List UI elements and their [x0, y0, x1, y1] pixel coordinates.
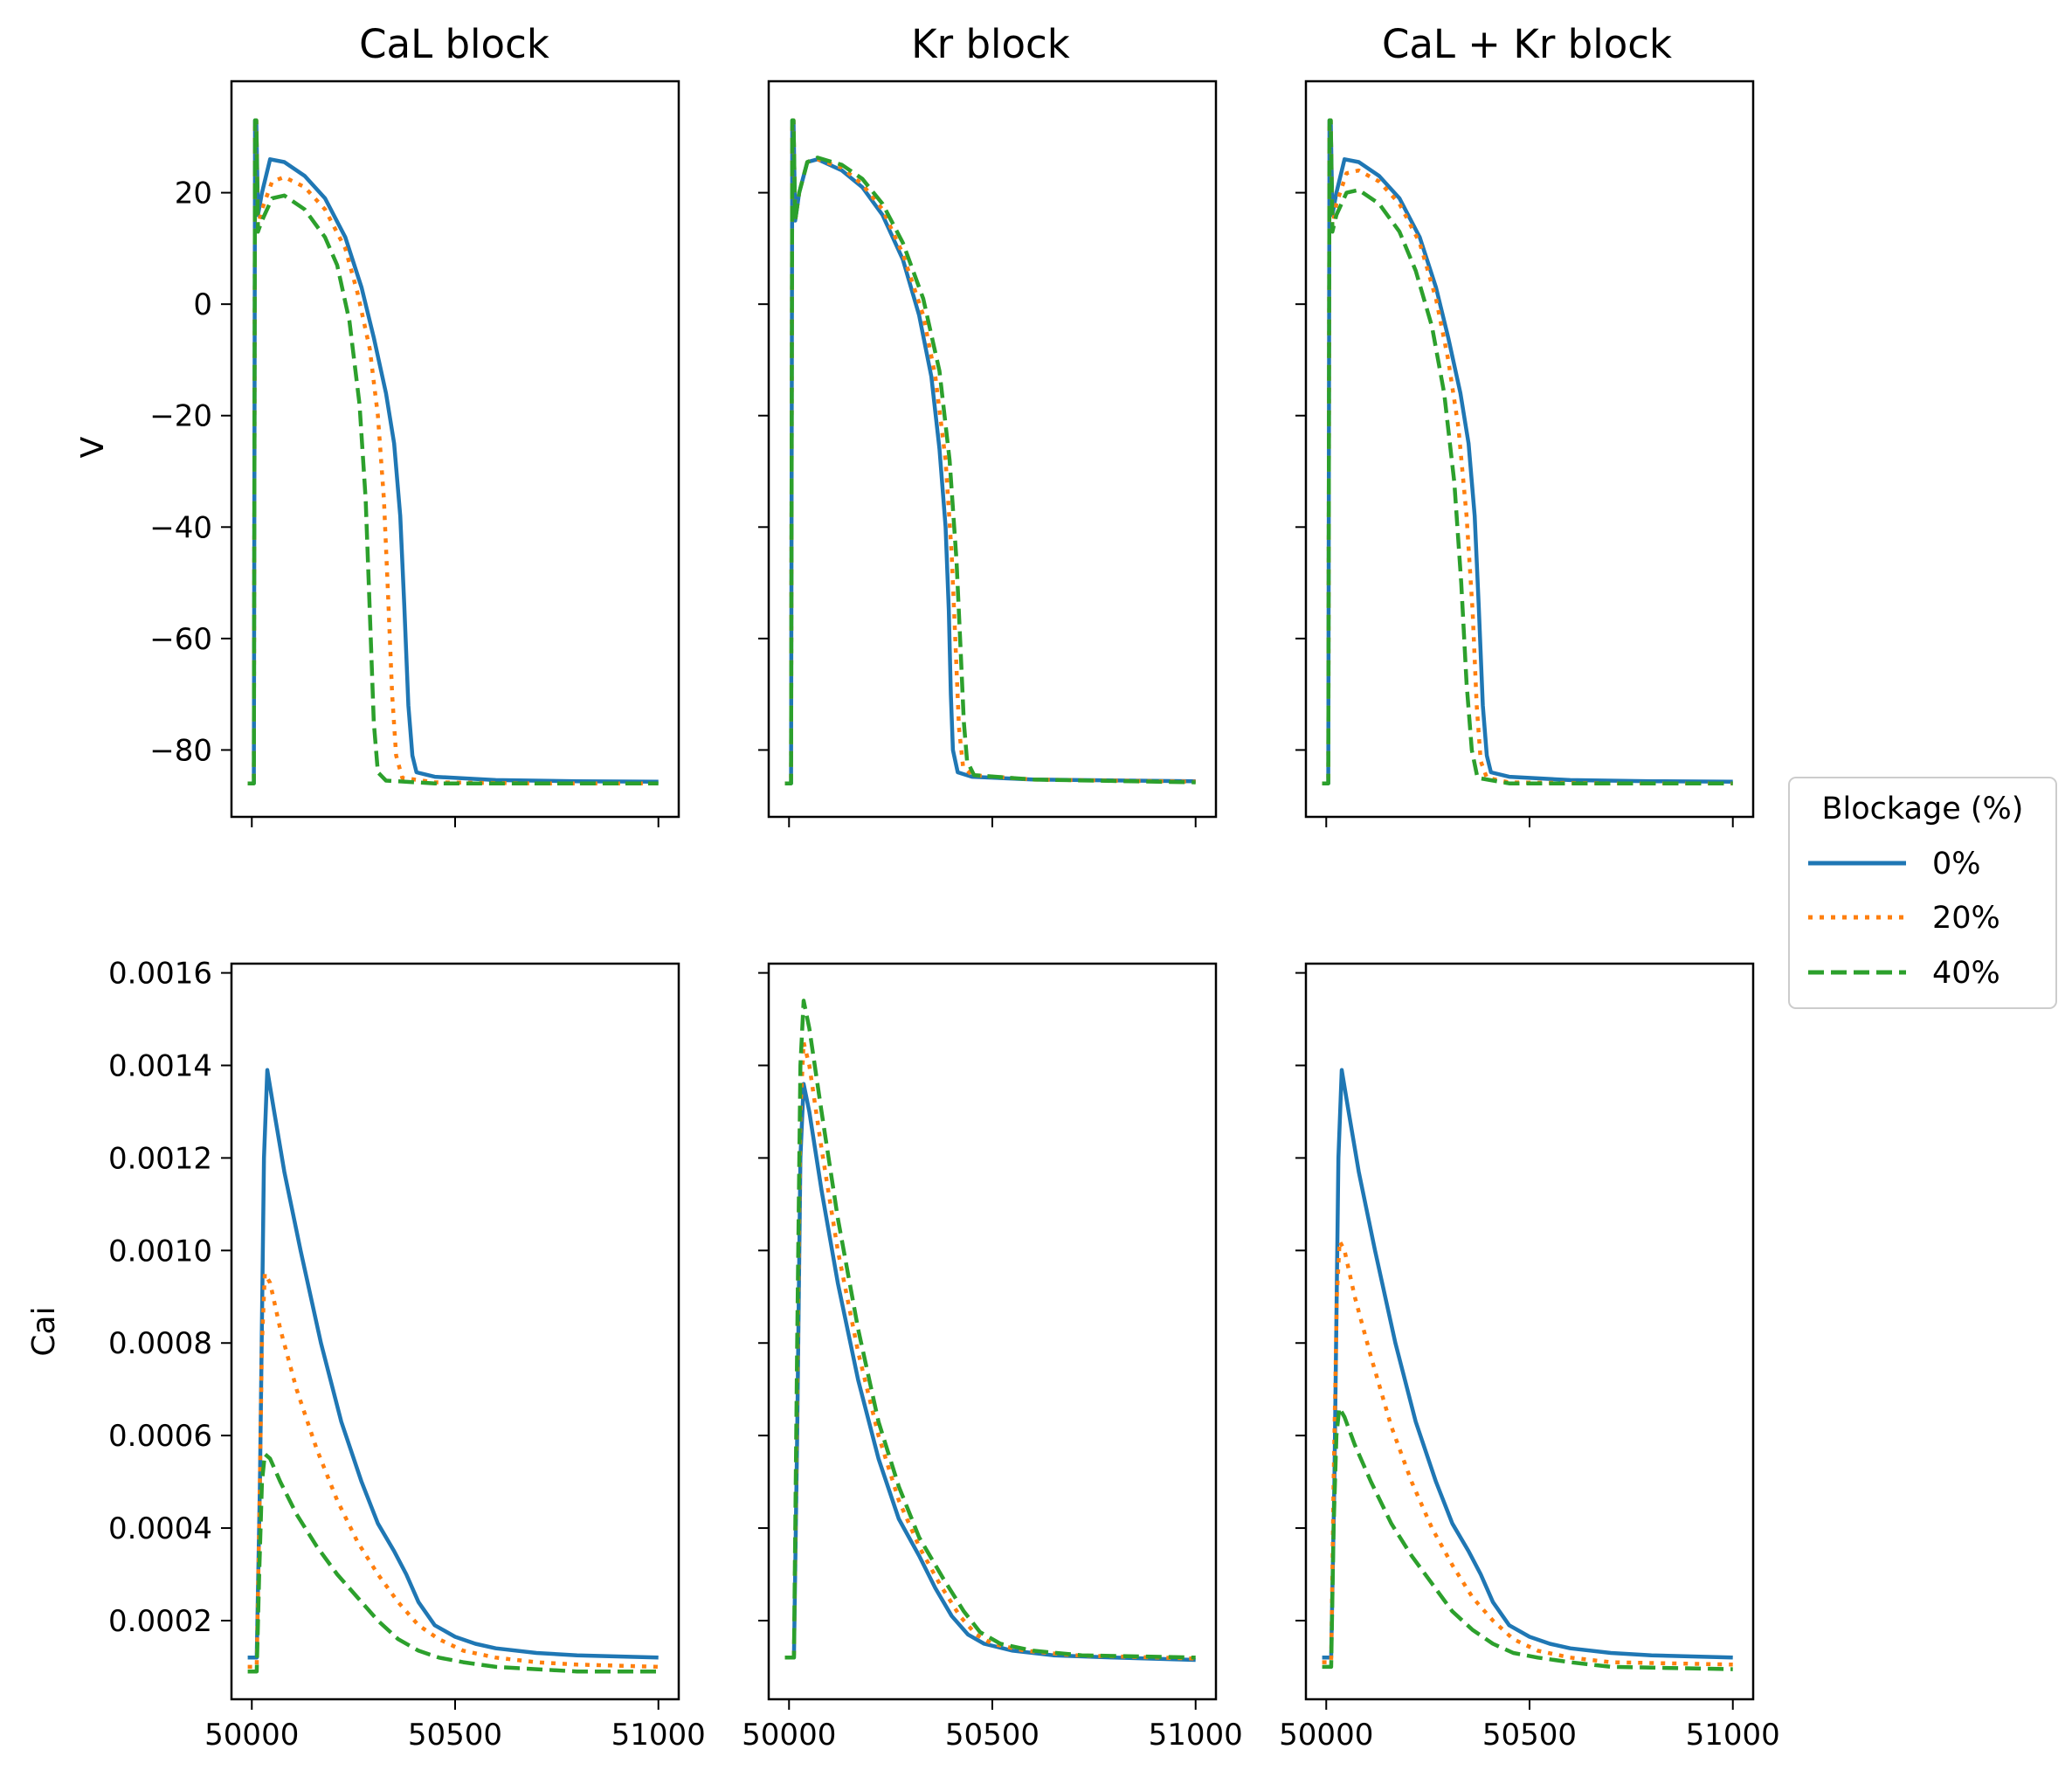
panel-r1c0: 50000 50500 51000 0.0002 0.0004 0.0006 0.0008 0… — [108, 957, 706, 1753]
series-group-r1c0 — [247, 1068, 659, 1674]
y-tick-label-r0c0-3: −20 — [149, 399, 212, 434]
labels-layer: CaL block Kr block CaL + Kr block V Cai — [26, 21, 1672, 1357]
y-axis-label-voltage: V — [75, 436, 111, 458]
legend-title: Blockage (%) — [1822, 792, 2024, 826]
y-axis-label-cai: Cai — [26, 1306, 62, 1356]
legend-label-1: 20% — [1932, 901, 2000, 936]
x-tick-label-r1c2-2: 51000 — [1686, 1718, 1780, 1753]
series-line-r0c1-40pct — [784, 118, 1196, 785]
series-line-r1c1-40pct — [784, 999, 1196, 1660]
y-tick-label-r0c0-4: 0 — [193, 287, 212, 322]
panel-r0c0: −80 −60 −40 −20 0 20 — [149, 80, 680, 827]
y-tick-label-r1c0-5: 0.0012 — [108, 1141, 212, 1176]
legend: Blockage (%) 0% 20% 40% — [1788, 777, 2057, 1009]
series-line-r0c0-20pct — [247, 118, 659, 785]
legend-label-0: 0% — [1932, 847, 1981, 882]
series-line-r0c1-20pct — [784, 118, 1196, 785]
series-line-r1c2-0pct — [1322, 1068, 1733, 1660]
series-group-r1c2 — [1322, 1068, 1733, 1671]
series-line-r1c0-40pct — [247, 1452, 659, 1674]
series-line-r1c1-20pct — [784, 1040, 1196, 1661]
x-tick-label-r1c0-0: 50000 — [204, 1718, 299, 1753]
x-tick-label-r1c2-0: 50000 — [1279, 1718, 1373, 1753]
column-title-2: Kr block — [911, 21, 1070, 67]
series-line-r1c0-0pct — [247, 1068, 659, 1660]
column-title-3: CaL + Kr block — [1382, 21, 1672, 67]
series-group-r0c1 — [784, 118, 1196, 785]
y-tick-label-r0c0-0: −80 — [149, 733, 212, 768]
series-line-r0c2-40pct — [1322, 118, 1733, 785]
series-line-r1c2-40pct — [1322, 1406, 1733, 1671]
series-line-r1c0-20pct — [247, 1271, 659, 1670]
y-tick-label-r1c0-3: 0.0008 — [108, 1326, 212, 1361]
x-tick-label-r1c1-2: 51000 — [1149, 1718, 1243, 1753]
series-group-r0c0 — [247, 118, 659, 785]
x-tick-label-r1c0-1: 50500 — [408, 1718, 502, 1753]
y-tick-label-r1c0-7: 0.0016 — [108, 957, 212, 992]
series-group-r1c1 — [784, 999, 1196, 1663]
legend-label-2: 40% — [1932, 956, 2000, 991]
y-tick-label-r1c0-1: 0.0004 — [108, 1511, 212, 1546]
column-title-1: CaL block — [359, 21, 549, 67]
y-tick-label-r1c0-4: 0.0010 — [108, 1234, 212, 1269]
legend-frame — [1788, 777, 2057, 1009]
series-line-r0c0-40pct — [247, 118, 659, 785]
x-tick-label-r1c0-2: 51000 — [611, 1718, 706, 1753]
y-tick-label-r0c0-5: 20 — [175, 176, 212, 211]
series-group-r0c2 — [1322, 118, 1733, 785]
y-tick-label-r1c0-2: 0.0006 — [108, 1419, 212, 1454]
x-tick-label-r1c2-1: 50500 — [1482, 1718, 1577, 1753]
x-tick-label-r1c1-0: 50000 — [742, 1718, 836, 1753]
panel-r1c2: 50000 50500 51000 — [1279, 962, 1780, 1753]
y-tick-label-r0c0-1: −60 — [149, 622, 212, 657]
x-tick-label-r1c1-1: 50500 — [945, 1718, 1039, 1753]
panel-r1c1: 50000 50500 51000 — [742, 962, 1243, 1753]
panel-r0c2 — [1295, 80, 1755, 827]
panel-r0c1 — [758, 80, 1218, 827]
panels-layer: −80 −60 −40 −20 0 20 50000 50500 51000 0.0002 0.00… — [108, 80, 1780, 1753]
y-tick-label-r1c0-0: 0.0002 — [108, 1604, 212, 1639]
y-tick-label-r1c0-6: 0.0014 — [108, 1049, 212, 1084]
y-tick-label-r0c0-2: −40 — [149, 510, 212, 545]
